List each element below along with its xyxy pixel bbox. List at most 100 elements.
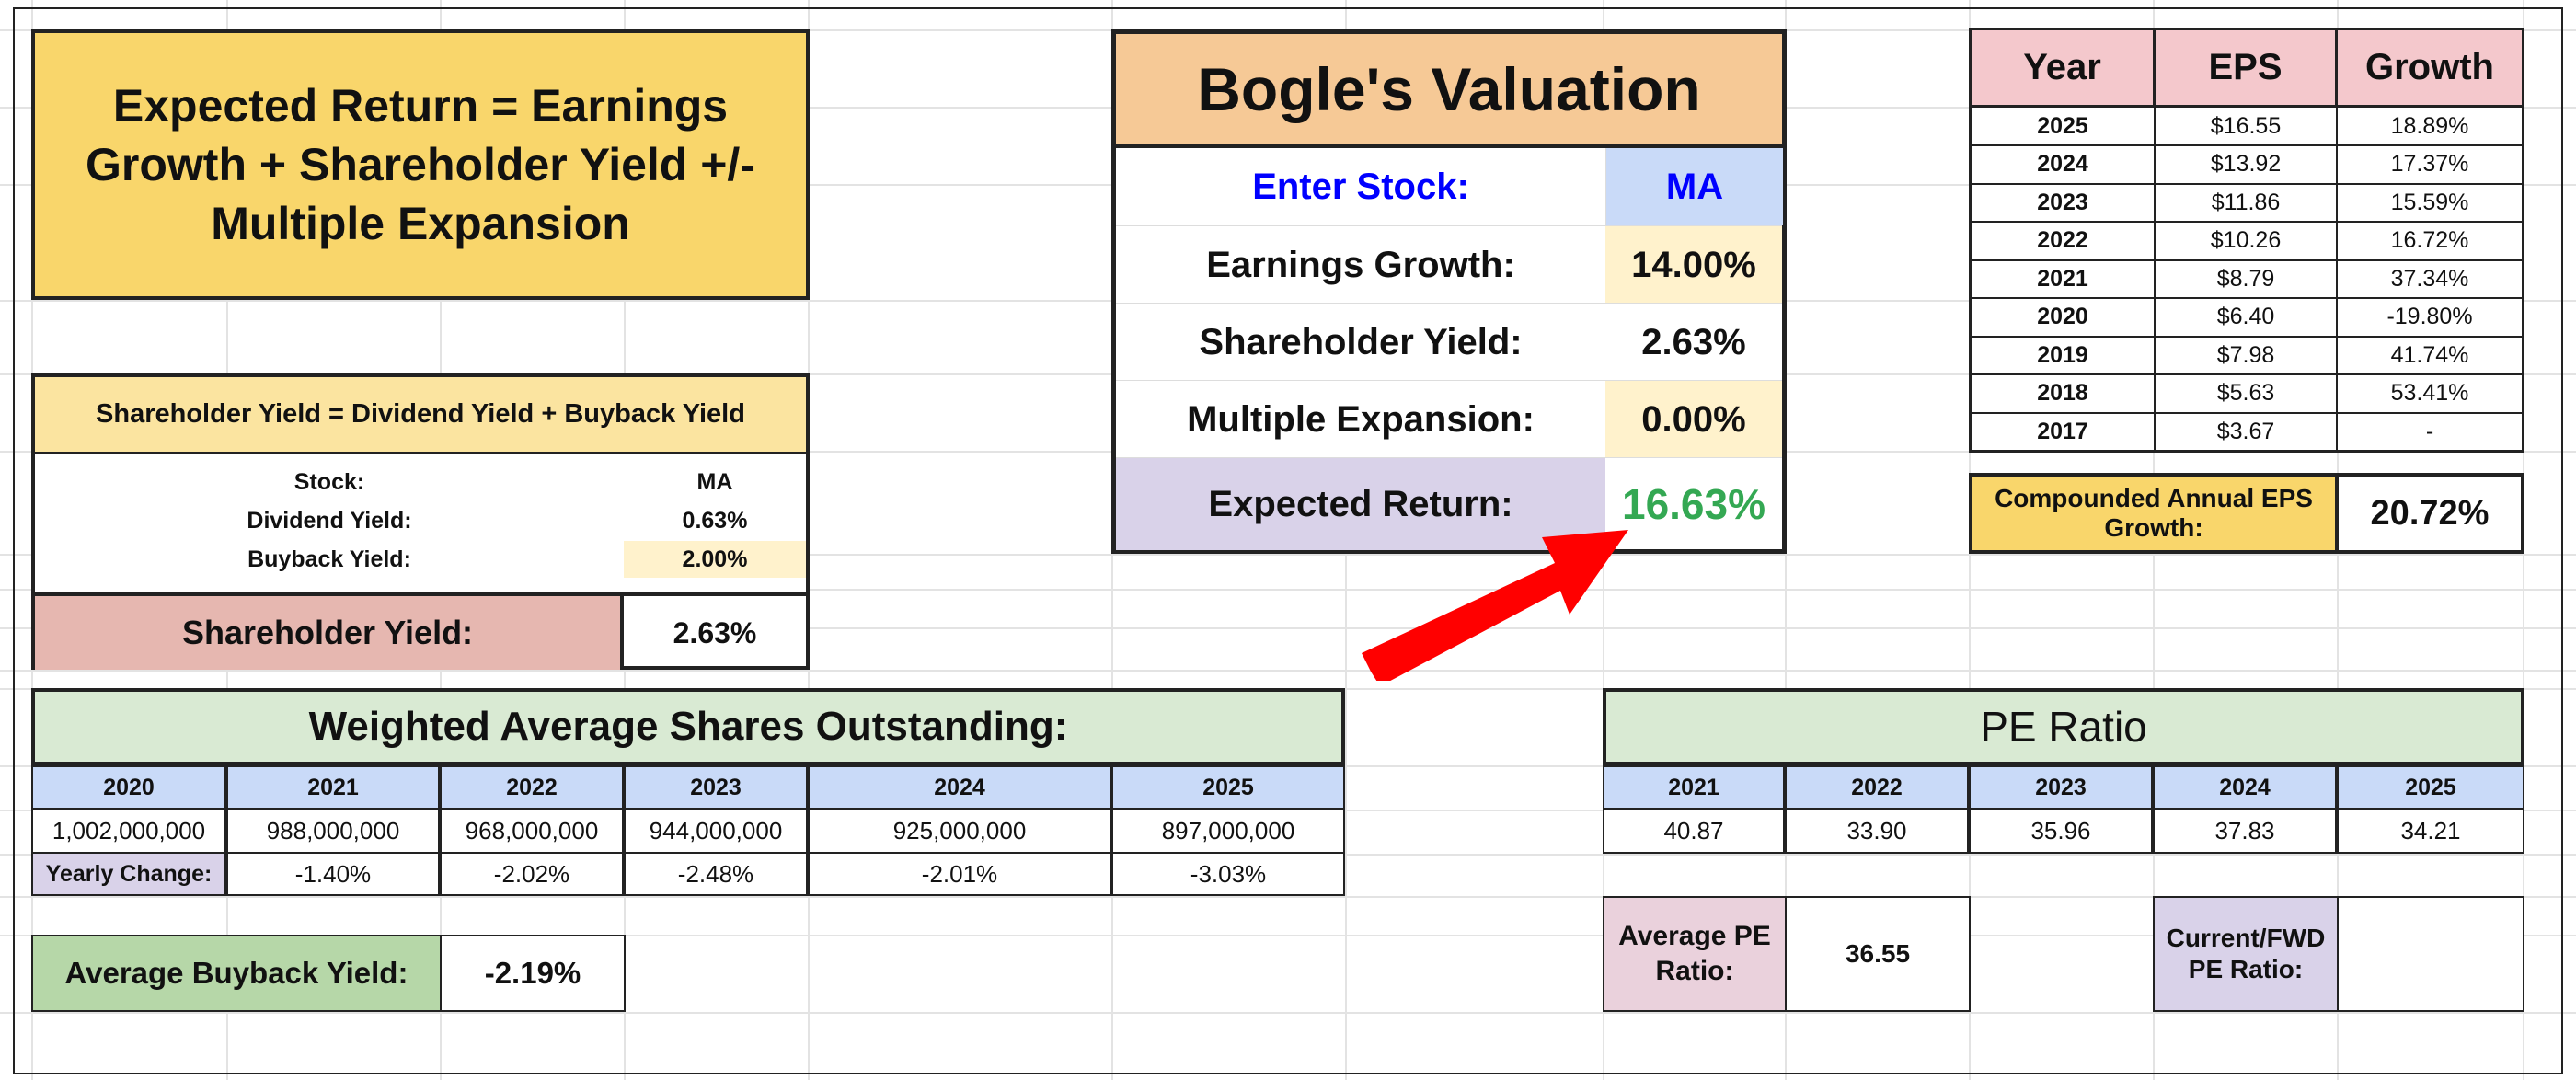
yearly-change-cell[interactable]: -2.01% <box>808 852 1111 896</box>
shares-value-cell[interactable]: 897,000,000 <box>1111 808 1345 854</box>
yearly-change-cell[interactable]: -1.40% <box>226 852 440 896</box>
eps-cell[interactable]: $13.92 <box>2156 145 2338 185</box>
eps-cell: 2023 <box>1972 184 2156 223</box>
yearly-change-cell[interactable]: -2.02% <box>440 852 624 896</box>
shares-year-cell: 2022 <box>440 765 624 810</box>
shares-value-cell[interactable]: 968,000,000 <box>440 808 624 854</box>
sy-row-buyback: Buyback Yield: 2.00% <box>35 541 806 578</box>
eps-cell[interactable]: 53.41% <box>2338 375 2522 414</box>
bogle-row-expected: Expected Return: 16.63% <box>1116 457 1782 550</box>
shares-year-cell: 2023 <box>624 765 808 810</box>
pe-year-cell: 2023 <box>1969 765 2153 810</box>
sheet-border <box>13 7 2563 1074</box>
eps-header-cell: EPS <box>2156 30 2338 108</box>
sy-buyback-label: Buyback Yield: <box>247 546 411 572</box>
eps-cell: 2025 <box>1972 108 2156 146</box>
eps-cell: 2021 <box>1972 260 2156 299</box>
eps-cell[interactable]: $11.86 <box>2156 184 2338 223</box>
pe-value-cell[interactable]: 34.21 <box>2337 808 2524 854</box>
cagr-value[interactable]: 20.72% <box>2370 493 2490 533</box>
bogle-title: Bogle's Valuation <box>1116 34 1782 148</box>
bogle-row-multiple: Multiple Expansion: 0.00% <box>1116 380 1782 458</box>
avg-pe-label: Average PE Ratio: <box>1604 898 1787 1010</box>
pe-year-cell: 2025 <box>2337 765 2524 810</box>
pe-year-cell: 2021 <box>1603 765 1785 810</box>
sy-total-row: Shareholder Yield: 2.63% <box>35 592 806 673</box>
pe-value-cell[interactable]: 33.90 <box>1785 808 1969 854</box>
red-arrow-icon <box>1362 530 1628 681</box>
eps-cell[interactable]: 15.59% <box>2338 184 2522 223</box>
earnings-growth-label: Earnings Growth: <box>1206 244 1515 285</box>
eps-cell[interactable]: -19.80% <box>2338 299 2522 338</box>
expected-return-label: Expected Return: <box>1116 458 1605 550</box>
current-pe-value[interactable] <box>2339 898 2523 1010</box>
yearly-change-cell[interactable]: -2.48% <box>624 852 808 896</box>
expected-return-value[interactable]: 16.63% <box>1621 480 1765 528</box>
eps-cell: 2017 <box>1972 413 2156 452</box>
eps-cell: 2020 <box>1972 298 2156 338</box>
pe-value-cell[interactable]: 35.96 <box>1969 808 2153 854</box>
shares-year-cell: 2021 <box>226 765 440 810</box>
pe-value-cell[interactable]: 37.83 <box>2153 808 2337 854</box>
shares-year-cell: 2024 <box>808 765 1111 810</box>
shares-title: Weighted Average Shares Outstanding: <box>31 688 1345 765</box>
shares-value-cell[interactable]: 925,000,000 <box>808 808 1111 854</box>
avg-buyback-value[interactable]: -2.19% <box>484 956 581 990</box>
stock-input[interactable]: MA <box>1605 148 1783 225</box>
sy-buyback-value[interactable]: 2.00% <box>624 541 806 578</box>
eps-cell[interactable]: $8.79 <box>2156 260 2338 299</box>
shares-year-cell: 2020 <box>31 765 226 810</box>
eps-cell[interactable]: $10.26 <box>2156 222 2338 261</box>
shares-value-cell[interactable]: 1,002,000,000 <box>31 808 226 854</box>
eps-cell[interactable]: 17.37% <box>2338 146 2522 185</box>
bogle-row-shareholder: Shareholder Yield: 2.63% <box>1116 303 1782 381</box>
pe-value-cell[interactable]: 40.87 <box>1603 808 1785 854</box>
pe-title: PE Ratio <box>1603 688 2524 765</box>
sy-row-dividend: Dividend Yield: 0.63% <box>35 502 806 539</box>
eps-cell[interactable]: - <box>2338 413 2522 452</box>
shareholder-yield-header: Shareholder Yield = Dividend Yield + Buy… <box>35 377 806 454</box>
eps-cell[interactable]: $6.40 <box>2156 298 2338 338</box>
avg-buyback-panel: Average Buyback Yield: -2.19% <box>31 935 626 1012</box>
pe-year-cell: 2024 <box>2153 765 2337 810</box>
formula-title: Expected Return = Earnings Growth + Shar… <box>31 29 810 300</box>
sy-total-value[interactable]: 2.63% <box>673 615 757 649</box>
shares-value-cell[interactable]: 988,000,000 <box>226 808 440 854</box>
eps-cell[interactable]: 41.74% <box>2338 337 2522 375</box>
shares-value-cell[interactable]: 944,000,000 <box>624 808 808 854</box>
eps-cell: 2018 <box>1972 374 2156 414</box>
shareholder-yield-label: Shareholder Yield: <box>1199 321 1523 362</box>
eps-cell[interactable]: 37.34% <box>2338 260 2522 299</box>
eps-cell[interactable]: $7.98 <box>2156 337 2338 375</box>
shareholder-yield-value[interactable]: 2.63% <box>1641 321 1746 362</box>
bogle-row-stock: Enter Stock: MA <box>1116 148 1783 225</box>
yearly-change-cell[interactable]: -3.03% <box>1111 852 1345 896</box>
sy-total-label: Shareholder Yield: <box>35 596 624 670</box>
sy-stock-value[interactable]: MA <box>696 469 733 495</box>
enter-stock-label: Enter Stock: <box>1252 166 1469 207</box>
bogle-valuation-panel: Bogle's Valuation Enter Stock: MA Earnin… <box>1111 29 1787 554</box>
eps-table: Year EPS Growth 2025 $16.55 18.89% 2024 $13.92 1… <box>1969 28 2524 453</box>
bogle-row-earnings: Earnings Growth: 14.00% <box>1116 225 1782 304</box>
current-pe-label: Current/FWD PE Ratio: <box>2155 898 2339 1010</box>
earnings-growth-value[interactable]: 14.00% <box>1605 226 1782 304</box>
shares-year-cell: 2025 <box>1111 765 1345 810</box>
avg-buyback-label: Average Buyback Yield: <box>33 936 442 1010</box>
avg-pe-value[interactable]: 36.55 <box>1845 939 1911 968</box>
eps-cell[interactable]: 18.89% <box>2338 108 2522 146</box>
sy-dividend-value[interactable]: 0.63% <box>682 508 748 534</box>
eps-cell: 2024 <box>1972 145 2156 185</box>
pe-year-cell: 2022 <box>1785 765 1969 810</box>
eps-cell[interactable]: 16.72% <box>2338 223 2522 261</box>
eps-cell: 2019 <box>1972 337 2156 375</box>
avg-pe-panel: Average PE Ratio: 36.55 <box>1603 896 1971 1012</box>
current-pe-panel: Current/FWD PE Ratio: <box>2153 896 2524 1012</box>
eps-cell[interactable]: $5.63 <box>2156 374 2338 414</box>
yearly-change-label: Yearly Change: <box>31 852 226 896</box>
sy-dividend-label: Dividend Yield: <box>247 508 412 534</box>
cagr-panel: Compounded Annual EPS Growth: 20.72% <box>1969 473 2524 554</box>
multiple-expansion-value[interactable]: 0.00% <box>1605 381 1782 458</box>
eps-cell[interactable]: $16.55 <box>2156 108 2338 146</box>
eps-cell[interactable]: $3.67 <box>2156 413 2338 452</box>
eps-header-cell: Growth <box>2338 30 2522 108</box>
